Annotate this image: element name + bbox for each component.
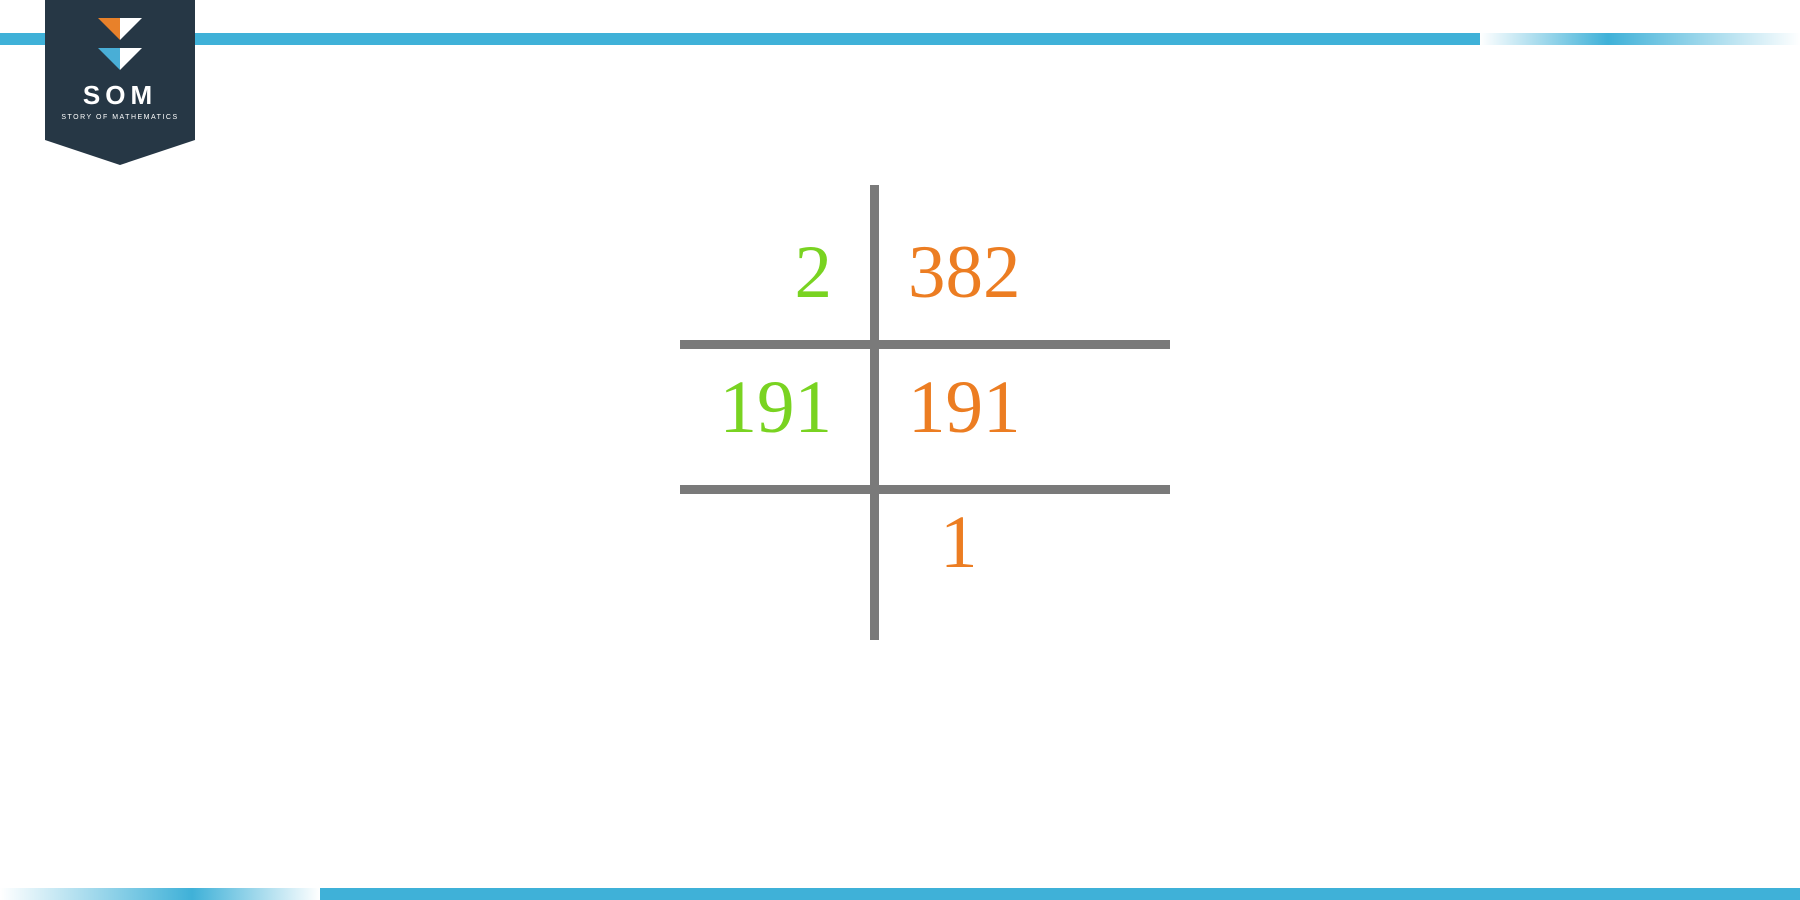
quotient-cell: 382 xyxy=(870,230,1170,316)
logo-content: SOM STORY OF MATHEMATICS xyxy=(45,18,195,121)
table-row: 1 xyxy=(630,475,1170,610)
divisor-cell: 191 xyxy=(630,365,870,451)
top-bar-left-segment xyxy=(0,33,1480,45)
logo-subtext: STORY OF MATHEMATICS xyxy=(61,114,178,121)
prime-factorization-table: 2 382 191 191 1 xyxy=(630,205,1170,610)
bottom-bar-left-segment xyxy=(0,888,320,900)
logo-text: SOM xyxy=(83,80,157,111)
table-row: 2 382 xyxy=(630,205,1170,340)
divisor-cell: 2 xyxy=(630,230,870,316)
table-row: 191 191 xyxy=(630,340,1170,475)
logo-badge: SOM STORY OF MATHEMATICS xyxy=(45,0,195,165)
logo-mark-icon xyxy=(94,18,146,70)
quotient-cell: 191 xyxy=(870,365,1170,451)
top-accent-bar xyxy=(0,33,1800,45)
top-bar-right-segment xyxy=(1480,33,1800,45)
bottom-bar-right-segment xyxy=(320,888,1800,900)
quotient-cell: 1 xyxy=(870,500,1170,586)
bottom-accent-bar xyxy=(0,888,1800,900)
